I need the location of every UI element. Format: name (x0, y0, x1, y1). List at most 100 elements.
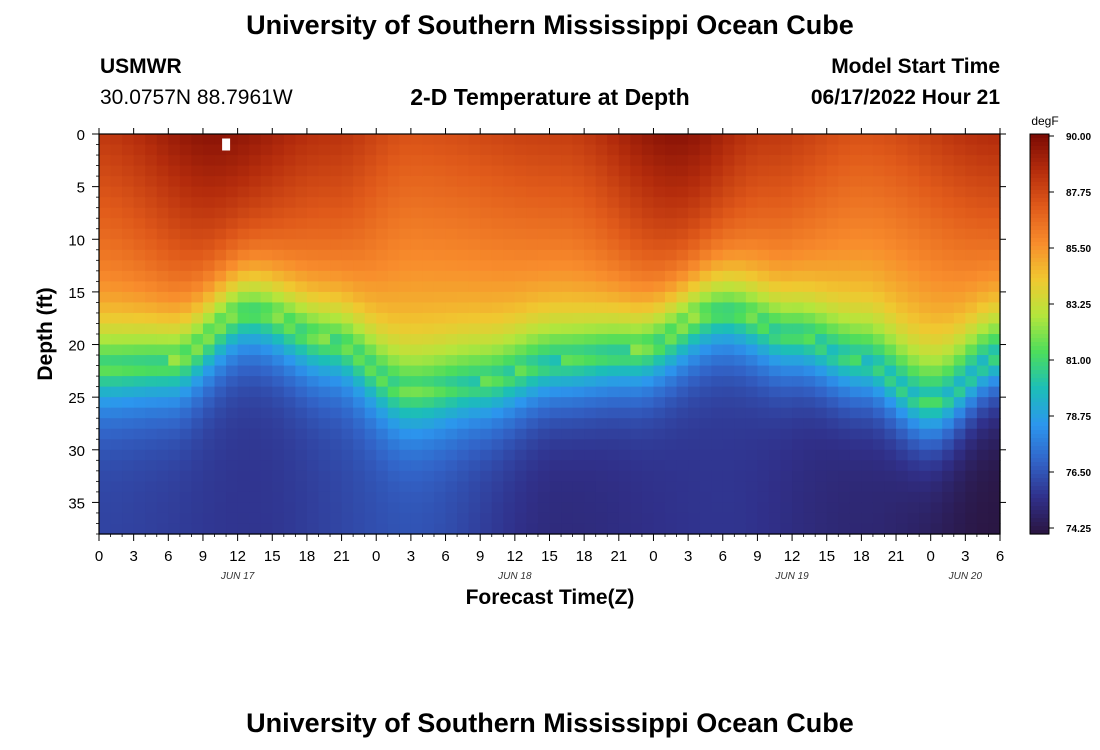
heatmap-cell (884, 449, 897, 461)
heatmap-cell (618, 281, 631, 293)
heatmap-cell (306, 344, 320, 356)
heatmap-cell (306, 460, 320, 472)
heatmap-cell (792, 176, 805, 188)
heatmap-cell (734, 144, 747, 156)
heatmap-cell (976, 502, 990, 514)
heatmap-cell (226, 186, 239, 198)
heatmap-cell (861, 355, 874, 367)
heatmap-cell (272, 302, 285, 314)
heatmap-cell (745, 270, 759, 282)
heatmap-cell (156, 355, 169, 367)
heatmap-cell (226, 418, 239, 430)
heatmap-cell (607, 460, 620, 472)
heatmap-cell (214, 197, 227, 209)
heatmap-cell (792, 144, 805, 156)
heatmap-cell (572, 439, 585, 451)
heatmap-cell (202, 197, 216, 209)
heatmap-cell (549, 386, 562, 398)
heatmap-cell (734, 186, 747, 198)
heatmap-cell (988, 323, 1001, 335)
heatmap-cell (884, 176, 897, 188)
heatmap-cell (503, 334, 516, 346)
heatmap-cell (110, 418, 123, 430)
heatmap-cell (803, 397, 816, 409)
heatmap-cell (907, 491, 920, 504)
heatmap-cell (630, 155, 643, 167)
heatmap-cell (757, 239, 770, 251)
heatmap-cell (156, 134, 169, 146)
heatmap-cell (272, 312, 285, 325)
heatmap-cell (399, 207, 412, 219)
heatmap-cell (468, 449, 481, 461)
heatmap-cell (745, 460, 759, 472)
heatmap-cell (653, 376, 666, 388)
heatmap-cell (318, 449, 331, 461)
heatmap-cell (607, 376, 620, 388)
heatmap-cell (757, 270, 770, 282)
heatmap-cell (318, 376, 331, 388)
heatmap-cell (191, 449, 204, 461)
heatmap-cell (780, 365, 793, 377)
heatmap-cell (676, 186, 689, 198)
x-tick-label: 0 (95, 548, 103, 565)
heatmap-cell (919, 397, 932, 409)
heatmap-cell (988, 355, 1001, 367)
heatmap-cell (584, 470, 597, 482)
heatmap-cell (410, 386, 424, 398)
heatmap-cell (884, 418, 897, 430)
heatmap-cell (480, 134, 493, 146)
heatmap-cell (237, 302, 250, 314)
heatmap-cell (145, 481, 158, 493)
heatmap-cell (792, 344, 805, 356)
heatmap-cell (514, 218, 527, 230)
heatmap-cell (988, 239, 1001, 251)
heatmap-cell (422, 165, 435, 177)
heatmap-cell (145, 291, 158, 304)
heatmap-cell (503, 134, 516, 146)
heatmap-cell (665, 260, 678, 272)
heatmap-cell (260, 134, 273, 146)
heatmap-cell (168, 365, 181, 377)
heatmap-cell (780, 134, 793, 146)
heatmap-cell (272, 239, 285, 251)
heatmap-cell (330, 502, 343, 514)
heatmap-cell (896, 176, 909, 188)
heatmap-cell (549, 365, 562, 377)
heatmap-cell (283, 260, 296, 272)
heatmap-cell (896, 355, 909, 367)
heatmap-cell (514, 260, 527, 272)
heatmap-cell (249, 218, 262, 230)
y-tick-label: 30 (68, 443, 85, 460)
heatmap-cell (711, 144, 724, 156)
heatmap-cell (815, 270, 828, 282)
heatmap-cell (653, 323, 666, 335)
heatmap-cell (237, 502, 250, 514)
heatmap-cell (133, 176, 146, 188)
heatmap-cell (618, 312, 631, 325)
heatmap-cell (872, 376, 886, 388)
heatmap-cell (665, 523, 678, 535)
heatmap-cell (272, 481, 285, 493)
heatmap-cell (792, 386, 805, 398)
heatmap-cell (896, 334, 909, 346)
heatmap-cell (214, 144, 227, 156)
heatmap-cell (457, 176, 470, 188)
heatmap-cell (191, 165, 204, 177)
heatmap-cell (561, 134, 574, 146)
heatmap-cell (676, 144, 689, 156)
heatmap-cell (422, 491, 435, 504)
heatmap-cell (537, 207, 551, 219)
heatmap-cell (757, 512, 770, 525)
heatmap-cell (156, 197, 169, 209)
heatmap-cell (399, 460, 412, 472)
heatmap-cell (468, 197, 481, 209)
heatmap-cell (803, 460, 816, 472)
colorbar-segment (1030, 462, 1049, 467)
heatmap-cell (110, 239, 123, 251)
heatmap-cell (942, 144, 955, 156)
heatmap-cell (976, 523, 990, 535)
heatmap-cell (537, 365, 551, 377)
heatmap-cell (526, 186, 539, 198)
heatmap-cell (491, 134, 504, 146)
heatmap-cell (249, 376, 262, 388)
